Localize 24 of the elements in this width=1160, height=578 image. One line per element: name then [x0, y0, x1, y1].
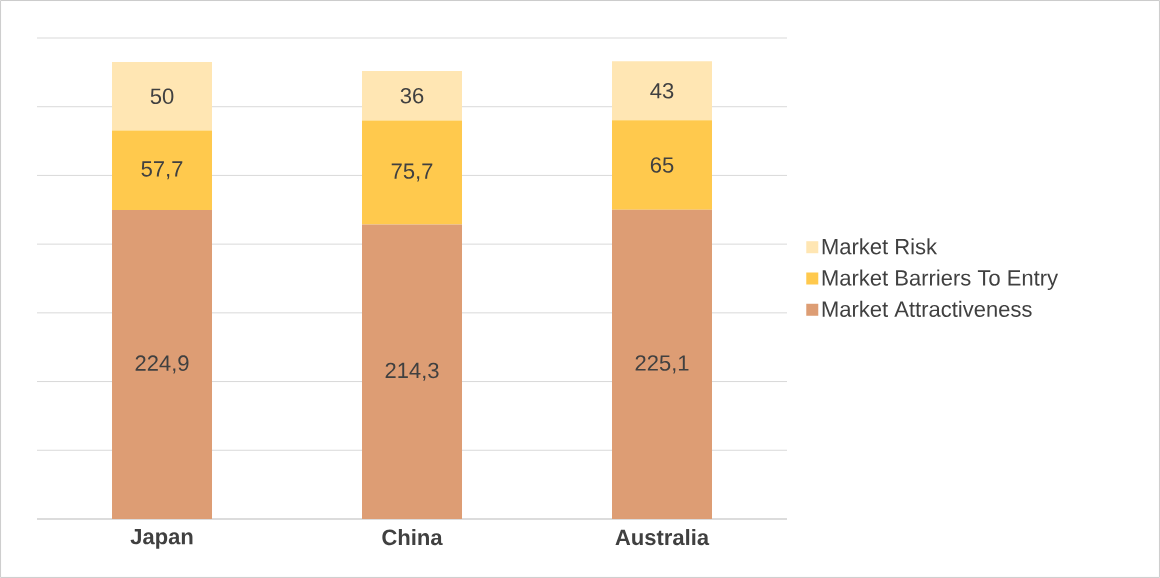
data-label: 57,7 — [141, 161, 183, 180]
data-label: 75,7 — [391, 163, 433, 182]
bar — [362, 120, 463, 225]
bar — [112, 209, 213, 519]
data-label: 65 — [650, 157, 674, 173]
legend-label: Market Barriers To Entry — [822, 269, 1059, 291]
bar — [112, 61, 213, 131]
x-tick-label: Japan — [130, 529, 193, 549]
bar — [612, 209, 713, 519]
bar — [612, 120, 713, 210]
legend-label: Market Attractiveness — [822, 300, 1032, 317]
data-label: 214,3 — [385, 362, 439, 381]
data-label: 225,1 — [635, 355, 689, 374]
legend-label: Market Risk — [822, 238, 938, 255]
bar — [362, 224, 463, 519]
bar — [112, 130, 213, 210]
bar — [612, 61, 713, 121]
data-label: 50 — [150, 88, 174, 105]
data-label: 224,9 — [135, 355, 189, 374]
data-label: 43 — [650, 82, 674, 99]
data-label: 36 — [400, 87, 424, 104]
x-tick-label: China — [382, 529, 443, 546]
bar — [362, 70, 463, 121]
x-tick-label: Australia — [615, 529, 710, 546]
